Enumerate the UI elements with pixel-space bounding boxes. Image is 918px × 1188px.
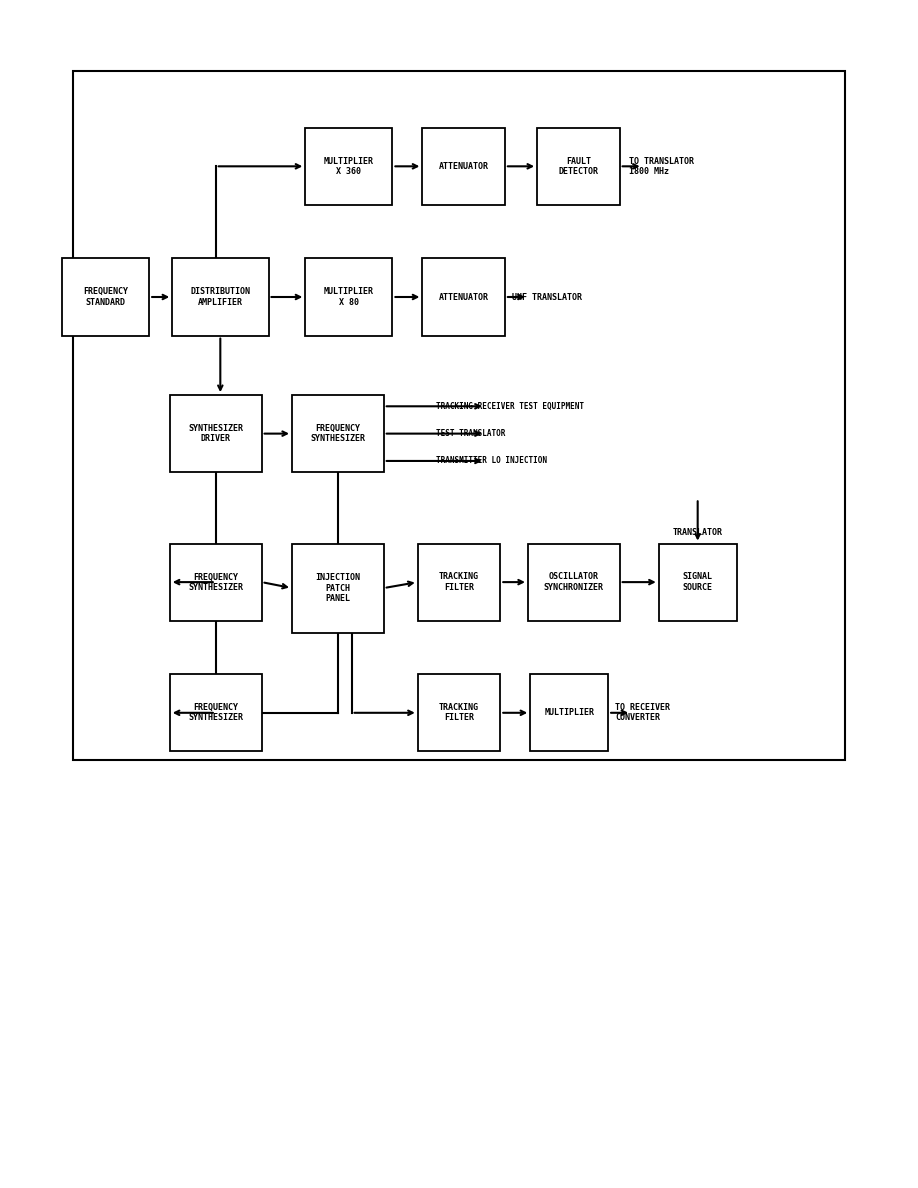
Bar xyxy=(528,544,620,620)
Text: UHF TRANSLATOR: UHF TRANSLATOR xyxy=(512,292,582,302)
Text: MULTIPLIER: MULTIPLIER xyxy=(544,708,594,718)
Bar xyxy=(537,127,620,204)
Text: TO RECEIVER
CONVERTER: TO RECEIVER CONVERTER xyxy=(615,703,670,722)
Text: OSCILLATOR
SYNCHRONIZER: OSCILLATOR SYNCHRONIZER xyxy=(543,573,604,592)
Bar xyxy=(170,674,262,752)
Bar xyxy=(170,394,262,472)
Bar xyxy=(418,674,500,752)
Text: SIGNAL
SOURCE: SIGNAL SOURCE xyxy=(683,573,712,592)
Text: FREQUENCY
SYNTHESIZER: FREQUENCY SYNTHESIZER xyxy=(310,424,365,443)
Text: TO TRANSLATOR
1800 MHz: TO TRANSLATOR 1800 MHz xyxy=(629,157,694,176)
Bar xyxy=(292,394,384,472)
Text: TRACKING RECEIVER TEST EQUIPMENT: TRACKING RECEIVER TEST EQUIPMENT xyxy=(436,402,584,411)
Bar xyxy=(659,544,736,620)
Bar xyxy=(305,259,393,336)
Text: FREQUENCY
STANDARD: FREQUENCY STANDARD xyxy=(83,287,129,307)
Bar xyxy=(422,127,505,204)
Bar xyxy=(305,127,393,204)
Text: DISTRIBUTION
AMPLIFIER: DISTRIBUTION AMPLIFIER xyxy=(190,287,251,307)
Text: ATTENUATOR: ATTENUATOR xyxy=(439,162,488,171)
Text: TEST TRANSLATOR: TEST TRANSLATOR xyxy=(436,429,506,438)
Text: TRACKING
FILTER: TRACKING FILTER xyxy=(439,573,479,592)
Text: FREQUENCY
SYNTHESIZER: FREQUENCY SYNTHESIZER xyxy=(188,573,243,592)
Bar xyxy=(418,544,500,620)
Text: INJECTION
PATCH
PANEL: INJECTION PATCH PANEL xyxy=(315,573,361,604)
Text: ATTENUATOR: ATTENUATOR xyxy=(439,292,488,302)
Text: MULTIPLIER
X 360: MULTIPLIER X 360 xyxy=(324,157,374,176)
Bar xyxy=(531,674,608,752)
Bar xyxy=(422,259,505,336)
Bar xyxy=(173,259,268,336)
Text: TRACKING
FILTER: TRACKING FILTER xyxy=(439,703,479,722)
Text: FAULT
DETECTOR: FAULT DETECTOR xyxy=(558,157,599,176)
Bar xyxy=(170,544,262,620)
Text: MULTIPLIER
X 80: MULTIPLIER X 80 xyxy=(324,287,374,307)
Text: TRANSLATOR: TRANSLATOR xyxy=(673,527,722,537)
Text: TRANSMITTER LO INJECTION: TRANSMITTER LO INJECTION xyxy=(436,456,547,466)
Text: FREQUENCY
SYNTHESIZER: FREQUENCY SYNTHESIZER xyxy=(188,703,243,722)
Bar xyxy=(73,71,845,760)
Bar xyxy=(62,259,149,336)
Bar xyxy=(292,544,384,632)
Text: SYNTHESIZER
DRIVER: SYNTHESIZER DRIVER xyxy=(188,424,243,443)
